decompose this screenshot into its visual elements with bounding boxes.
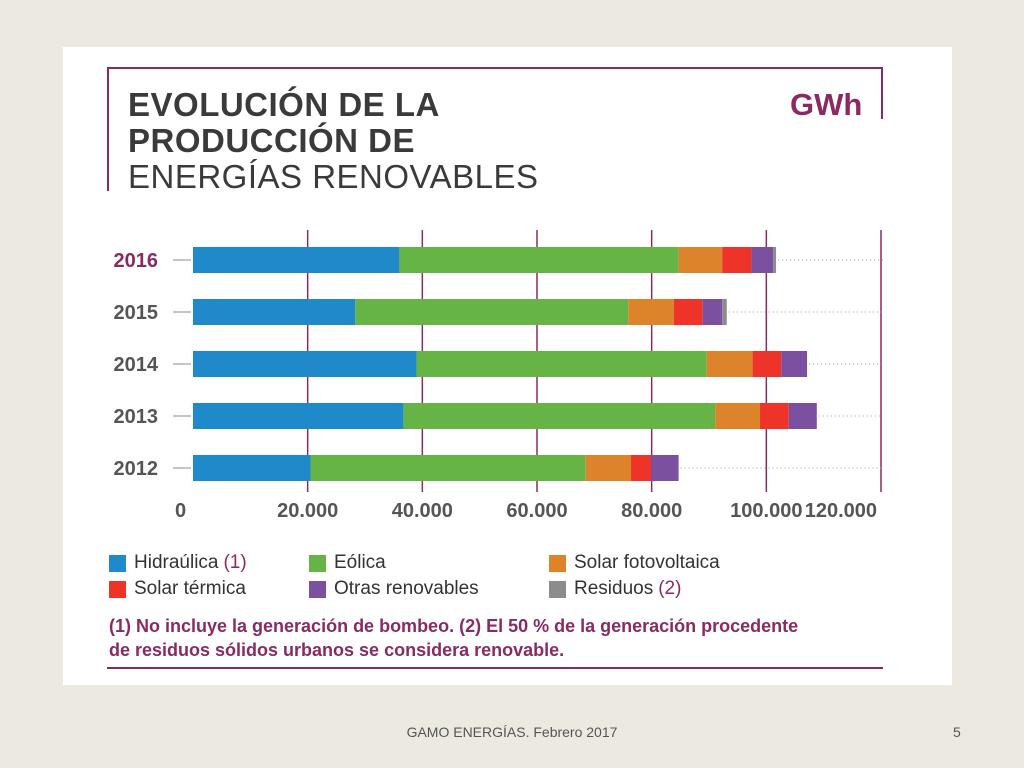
x-tick-label: 0	[175, 500, 186, 522]
legend-item: Solar fotovoltaica	[549, 552, 720, 574]
bar-segment	[722, 247, 752, 273]
title-line-3: ENERGÍAS RENOVABLES	[128, 158, 539, 195]
bar-segment	[403, 403, 716, 429]
category-label: 2014	[114, 354, 159, 376]
page-number: 5	[953, 724, 961, 740]
bar-segment	[674, 299, 703, 325]
bar-segment	[773, 247, 777, 273]
category-label: 2012	[114, 458, 159, 480]
footnote-line-1: (1) No incluye la generación de bombeo. …	[109, 616, 799, 636]
frame-right-border	[881, 67, 883, 119]
x-tick-label: 60.000	[506, 500, 567, 522]
legend-swatch	[309, 580, 326, 598]
legend-label: Solar térmica	[134, 578, 246, 599]
chart-title: EVOLUCIÓN DE LA PRODUCCIÓN DE ENERGÍAS R…	[128, 87, 539, 195]
legend-note-ref: (1)	[223, 552, 247, 573]
legend-swatch	[549, 580, 566, 598]
bar-segment	[355, 299, 629, 325]
legend-item: Residuos (2)	[549, 578, 681, 600]
legend-label: Residuos	[574, 578, 654, 599]
bar-segment	[193, 403, 404, 429]
legend-item: Eólica	[309, 552, 386, 574]
legend-label: Eólica	[334, 552, 386, 573]
bar-segment	[715, 403, 761, 429]
bottom-rule	[107, 667, 883, 669]
bar-segment	[751, 247, 774, 273]
unit-label: GWh	[790, 87, 863, 122]
slide-footer: GAMO ENERGÍAS. Febrero 2017	[406, 724, 618, 740]
bar-segment	[722, 299, 727, 325]
bar-segment	[193, 351, 417, 377]
x-tick-label: 100.000	[730, 500, 802, 522]
bar-segment	[628, 299, 675, 325]
title-line-2: PRODUCCIÓN DE	[128, 122, 416, 159]
bar-segment	[702, 299, 723, 325]
bar-segment	[651, 455, 679, 481]
bar-chart: 2016 2015 2014 2013 2012 0 20.000 40.000 60.000 8…	[114, 230, 883, 522]
x-tick-label: 20.000	[277, 500, 338, 522]
footnote-line-2: de residuos sólidos urbanos se considera…	[109, 640, 565, 660]
x-tick-label: 80.000	[621, 500, 682, 522]
bar-segment	[416, 351, 707, 377]
bar-segment	[760, 403, 789, 429]
legend-swatch	[109, 580, 126, 598]
legend-swatch	[109, 554, 126, 572]
bar-segment	[788, 403, 817, 429]
x-tick-label: 40.000	[392, 500, 453, 522]
title-line-1: EVOLUCIÓN DE LA	[128, 86, 440, 123]
legend-label: Solar fotovoltaica	[574, 552, 720, 573]
legend-swatch	[309, 554, 326, 572]
category-label: 2015	[114, 302, 159, 324]
frame-left-border	[107, 67, 109, 191]
bar-segment	[706, 351, 753, 377]
category-label: 2013	[114, 406, 159, 428]
slide-card: EVOLUCIÓN DE LA PRODUCCIÓN DE ENERGÍAS R…	[63, 47, 952, 685]
frame-top-border	[107, 67, 883, 69]
bar-segment	[399, 247, 679, 273]
bar-segment	[678, 247, 723, 273]
bar-segment	[585, 455, 632, 481]
bar-segment	[193, 299, 356, 325]
bar-segment	[752, 351, 782, 377]
footnote: (1) No incluye la generación de bombeo. …	[109, 614, 889, 662]
bar-segment	[781, 351, 808, 377]
x-tick-label: 120.000	[805, 500, 877, 522]
bar-segment	[193, 247, 400, 273]
legend-item: Hidraúlica (1)	[109, 552, 247, 574]
legend-note-ref: (2)	[658, 578, 682, 599]
legend-item: Solar térmica	[109, 578, 246, 600]
legend-item: Otras renovables	[309, 578, 479, 600]
bar-segment	[631, 455, 652, 481]
bar-segment	[310, 455, 586, 481]
bar-segment	[193, 455, 311, 481]
legend-label: Otras renovables	[334, 578, 479, 599]
category-label: 2016	[114, 250, 159, 272]
legend-label: Hidraúlica	[134, 552, 219, 573]
legend-swatch	[549, 554, 566, 572]
